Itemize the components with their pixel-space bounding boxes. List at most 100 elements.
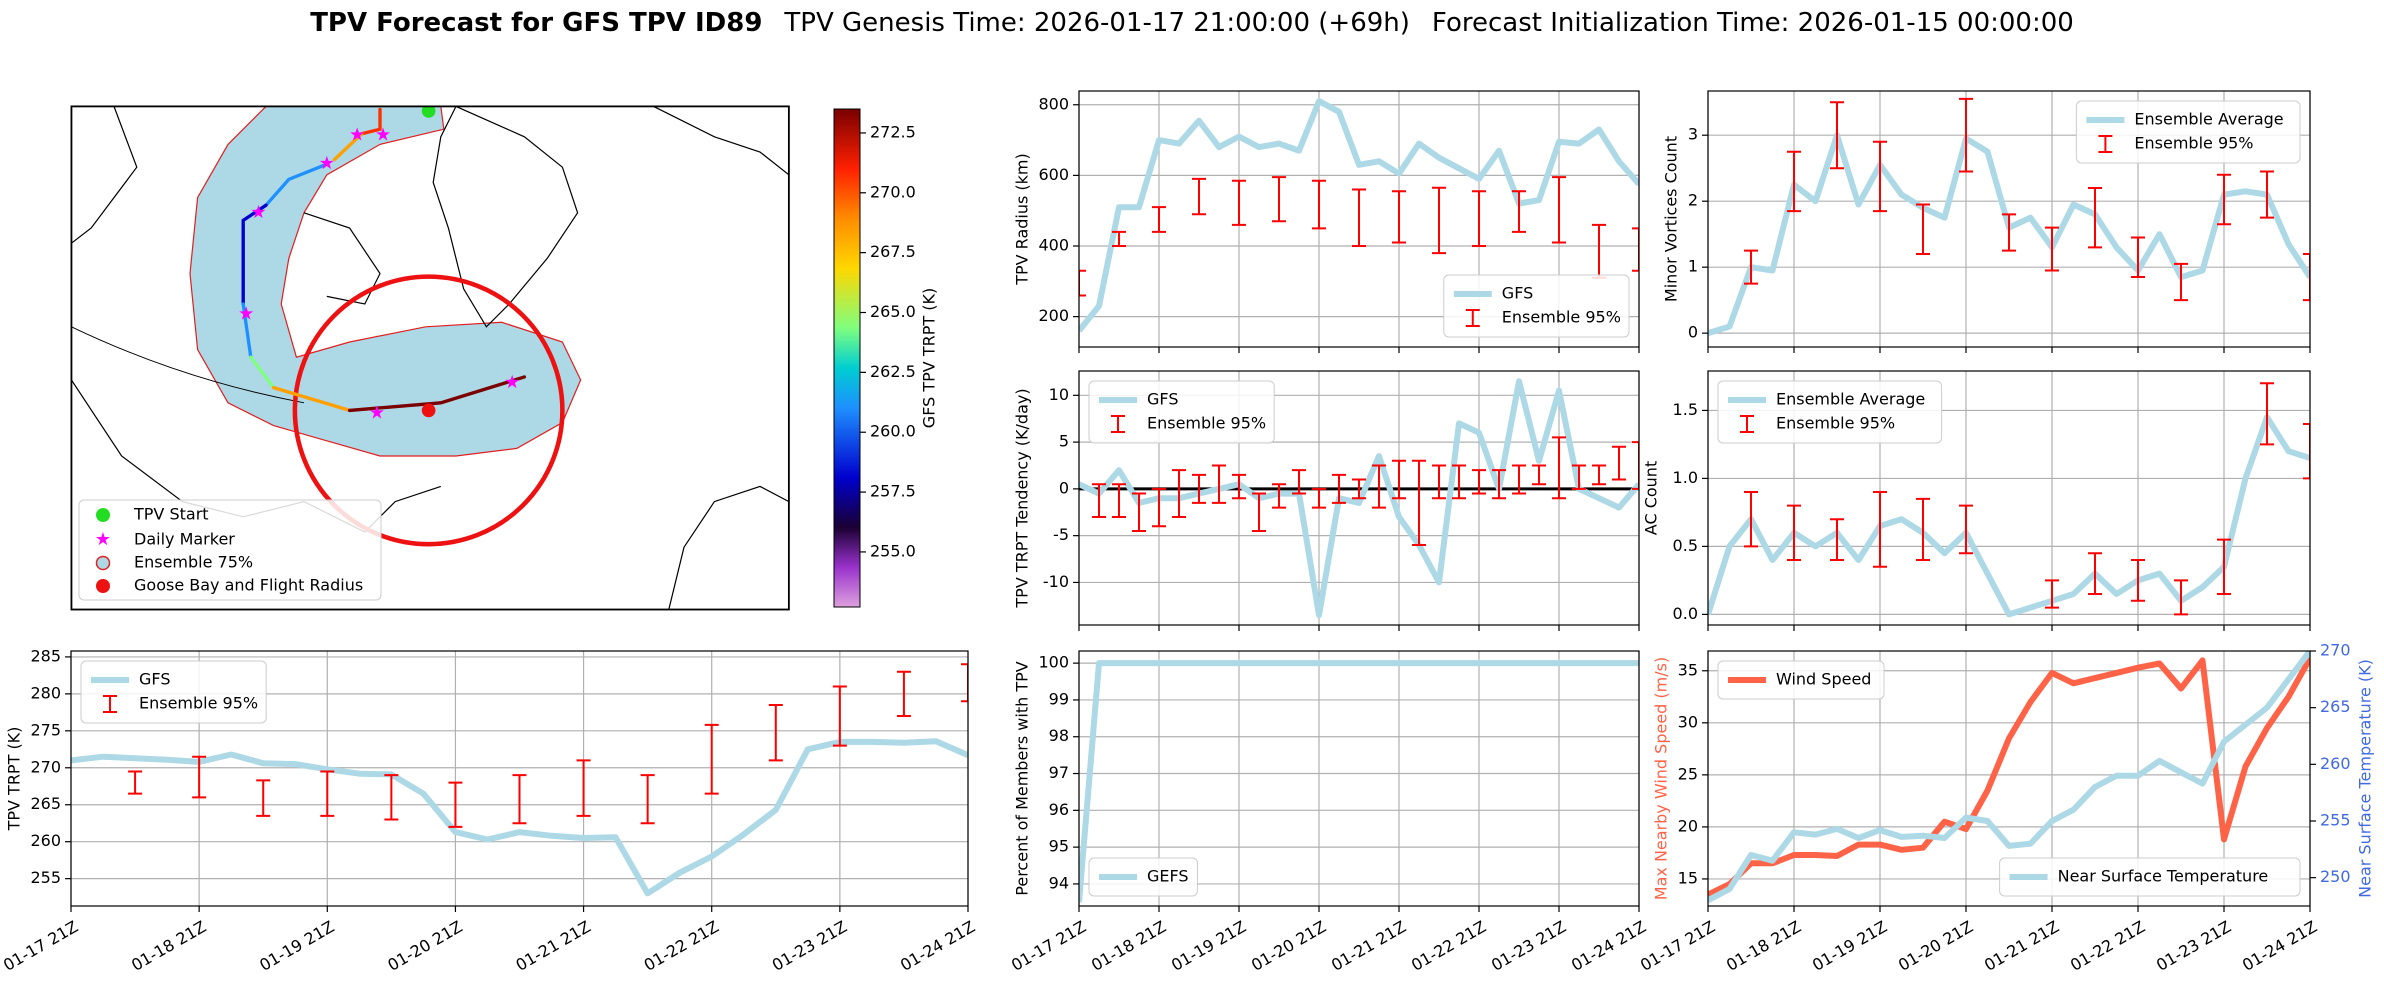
axes-frame — [1078, 650, 1640, 907]
x-tick-label: 01-23 21Z — [2153, 917, 2234, 975]
y-tick-label: 285 — [30, 646, 61, 665]
legend: GFS Ensemble 95% — [1443, 274, 1630, 338]
error-bar — [1432, 464, 1446, 500]
y-tick-label: 97 — [1049, 763, 1069, 782]
y-tick-label: 0.0 — [1673, 604, 1698, 623]
axes-frame — [1707, 370, 2311, 626]
error-bar — [1372, 464, 1386, 509]
panel: 0 1 2 3 Minor Vortices Count Ensemble Average… — [1662, 90, 2311, 353]
legend-label: Wind Speed — [1776, 670, 1871, 689]
y-tick-label: 600 — [1038, 165, 1069, 184]
y-tick-label: 255 — [30, 868, 61, 887]
legend-label: Daily Marker — [134, 530, 235, 549]
error-bar — [576, 759, 591, 817]
colorbar-tick-label: 257.5 — [870, 482, 916, 501]
error-bar — [1232, 473, 1246, 500]
y-axis-label: Minor Vortices Count — [1662, 136, 1681, 302]
error-bar — [896, 670, 911, 718]
legend-label: Ensemble 95% — [2134, 134, 2253, 153]
y-axis-label: Max Nearby Wind Speed (m/s) — [1652, 657, 1671, 900]
x-tick-label: 01-17 21Z — [1008, 917, 1089, 975]
error-bar — [2303, 252, 2310, 302]
legend-box — [2075, 100, 2301, 164]
error-bar — [1959, 504, 1973, 555]
x-tick-label: 01-20 21Z — [1248, 917, 1329, 975]
y-tick-label: 265 — [30, 794, 61, 813]
error-bar — [1959, 97, 1973, 173]
legend-label: Ensemble 95% — [1776, 414, 1895, 433]
error-bar — [1332, 473, 1346, 504]
legend: Ensemble Average Ensemble 95% — [1717, 380, 1943, 444]
error-bar — [1392, 190, 1406, 244]
error-bar — [1432, 186, 1446, 255]
error-bar — [2217, 538, 2231, 595]
y-tick-label: 400 — [1038, 236, 1069, 255]
error-bar — [1132, 492, 1146, 532]
line — [1079, 98, 1639, 333]
error-bar — [1916, 497, 1930, 562]
axes-frame — [1078, 370, 1640, 626]
error-bar — [1172, 469, 1186, 518]
plot-area — [71, 663, 968, 897]
legend-label: GEFS — [1147, 867, 1189, 886]
error-bar — [2131, 559, 2145, 602]
plot-area — [1079, 660, 1639, 903]
x-tick-label: 01-19 21Z — [1168, 917, 1249, 975]
x-tick-label: 01-24 21Z — [2239, 917, 2320, 975]
error-bar — [1232, 179, 1246, 226]
legend: GFS Ensemble 95% — [80, 660, 267, 724]
error-bar — [768, 703, 783, 762]
legend: Wind Speed — [1717, 660, 1885, 700]
legend-label: GFS — [1502, 284, 1533, 303]
error-bar — [2260, 170, 2274, 219]
svg-text:★: ★ — [369, 402, 385, 423]
legend-swatch — [103, 695, 117, 713]
y-axis-label: TPV TRPT Tendency (K/day) — [1013, 388, 1032, 608]
legend-label: Near Surface Temperature — [2058, 867, 2269, 886]
legend-box — [1088, 380, 1275, 444]
colorbar-tick-label: 255.0 — [870, 541, 916, 560]
y-tick-label: 1 — [1688, 257, 1698, 276]
error-bar — [1916, 203, 1930, 255]
line — [1079, 378, 1639, 619]
x-tick-label: 01-18 21Z — [1088, 917, 1169, 975]
y-tick-label: 0 — [1688, 323, 1698, 342]
y2-tick-label: 260 — [2320, 754, 2351, 773]
error-bar — [1192, 177, 1206, 216]
daily-markers: ★ ★ ★ ★ ★ ★ ★ — [238, 124, 520, 423]
track-arc — [71, 326, 305, 404]
legend-box — [1999, 857, 2301, 897]
legend-label: Ensemble 95% — [1502, 308, 1621, 327]
y-tick-label: 94 — [1049, 873, 1069, 892]
title-init: Forecast Initialization Time: 2026-01-15… — [1432, 8, 2074, 38]
error-bar — [1552, 176, 1566, 244]
svg-text:★: ★ — [375, 124, 391, 145]
legend: GFS Ensemble 95% — [1088, 380, 1275, 444]
legend-swatch — [1111, 415, 1125, 433]
colorbar-tick-label: 262.5 — [870, 362, 916, 381]
error-bar — [2303, 423, 2310, 480]
y-tick-label: 35 — [1678, 660, 1698, 679]
error-bar — [1192, 473, 1206, 504]
x-tick-label: 01-19 21Z — [256, 917, 337, 975]
error-bar — [1512, 190, 1526, 233]
legend-label: TPV Start — [133, 505, 209, 524]
y-tick-label: -5 — [1053, 525, 1069, 544]
error-bar — [1873, 491, 1887, 568]
panel: -10 -5 0 5 10 TPV TRPT Tendency (K/day) GFS Ens… — [1013, 370, 1640, 631]
error-bar — [1352, 478, 1366, 500]
colorbar-tick-label: 267.5 — [870, 242, 916, 261]
y-tick-label: 800 — [1038, 94, 1069, 113]
legend-box — [1443, 274, 1630, 338]
axes-frame — [1707, 650, 2311, 907]
error-bar — [192, 755, 207, 799]
y2-tick-label: 270 — [2320, 641, 2351, 660]
axes-frame — [1078, 90, 1640, 348]
error-bar — [1272, 176, 1286, 223]
title-bold: TPV Forecast for GFS TPV ID89 — [310, 8, 762, 38]
svg-text:★: ★ — [319, 153, 335, 174]
line — [71, 738, 968, 897]
